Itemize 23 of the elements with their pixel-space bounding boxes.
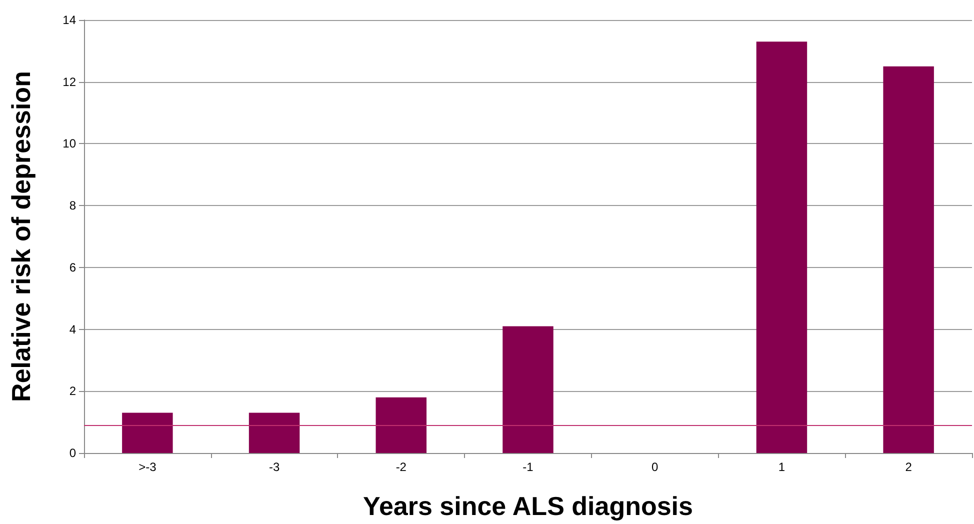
x-axis-title: Years since ALS diagnosis [363,491,693,521]
x-tick-label: >-3 [138,460,157,474]
bar [502,326,554,453]
y-tick-label: 12 [62,74,76,89]
x-tick-label: 2 [905,460,912,474]
y-tick-label: 6 [69,260,76,274]
bar [122,412,173,453]
bar [248,412,300,453]
x-tick-label: -2 [396,460,407,474]
y-tick-label: 2 [69,384,76,398]
bar [756,42,808,453]
y-tick-label: 8 [69,198,76,213]
y-tick-label: 4 [69,322,76,336]
y-axis-title: Relative risk of depression [6,71,36,402]
x-tick-label: -3 [268,460,280,474]
x-tick-label: 1 [778,460,786,474]
x-tick-label: 0 [652,460,659,474]
bar [883,66,934,453]
bar [376,397,427,453]
y-tick-label: 10 [62,136,76,151]
y-tick-label: 0 [69,446,76,460]
y-tick-label: 14 [62,13,76,27]
x-tick-label: -1 [522,460,534,474]
